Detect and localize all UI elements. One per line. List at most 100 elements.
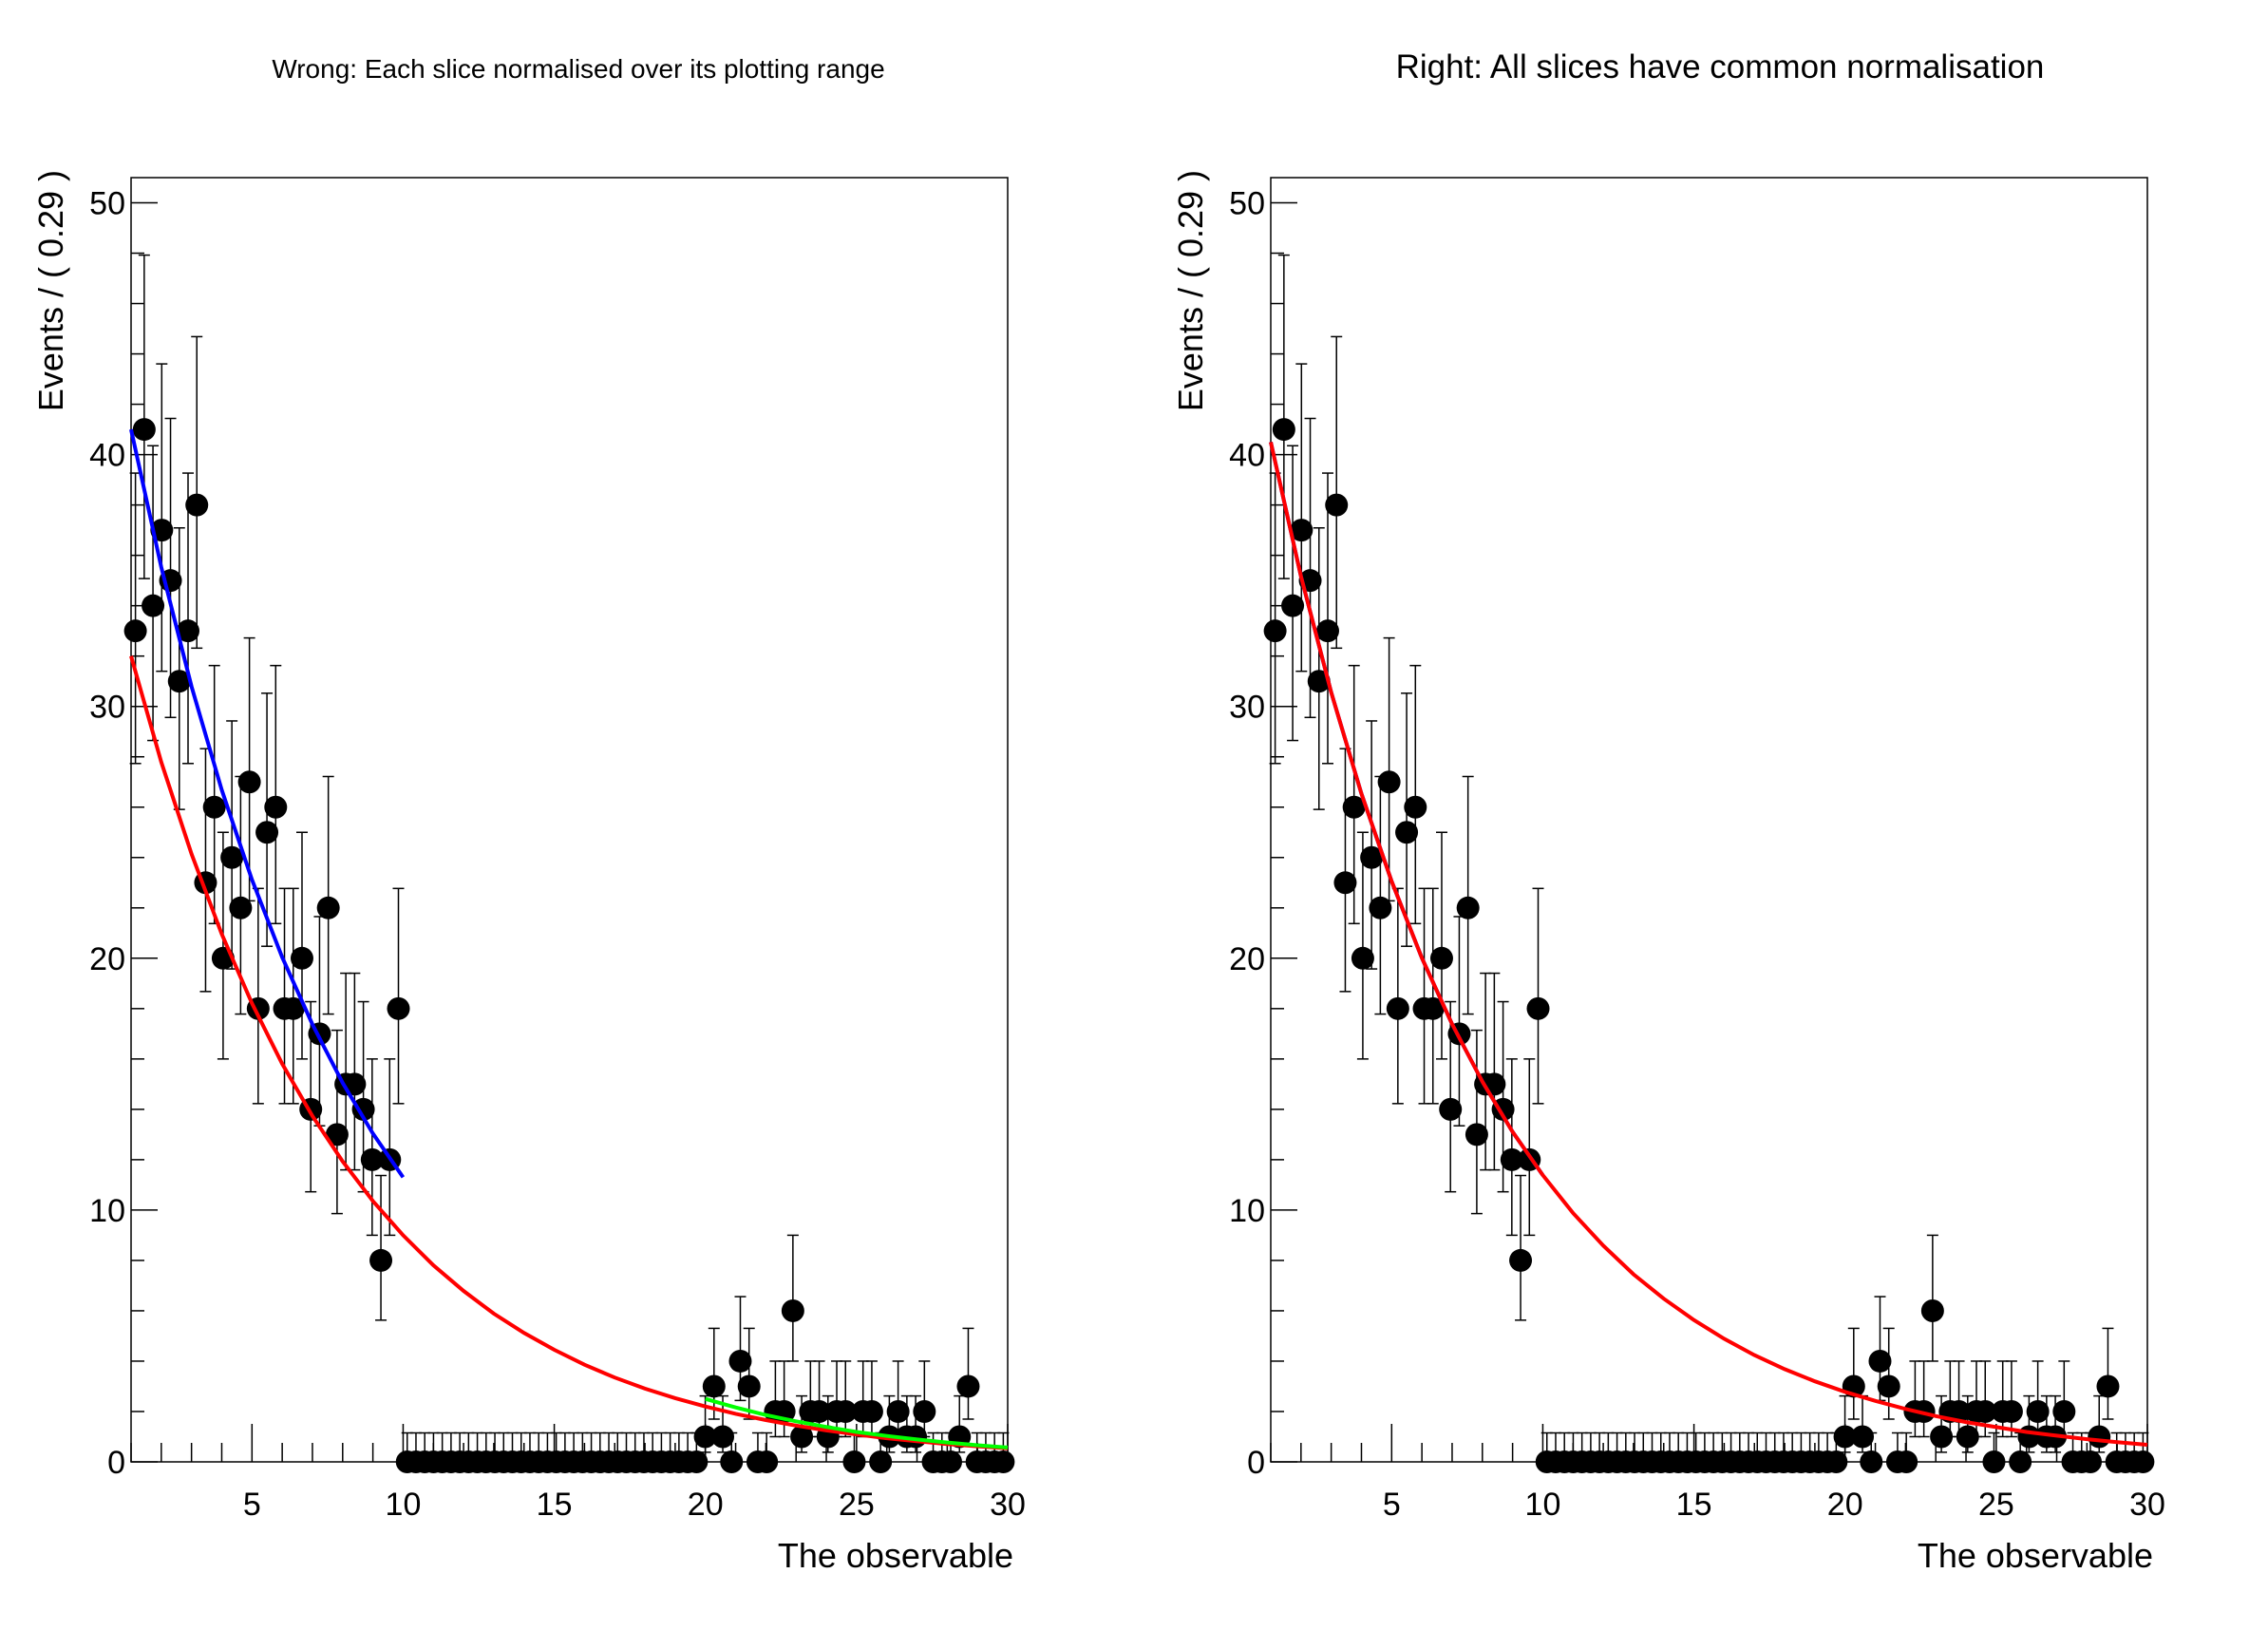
data-point	[281, 996, 305, 1020]
x-axis-title: The observable	[1918, 1536, 2153, 1575]
data-point	[1315, 619, 1339, 643]
error-bar	[1295, 363, 1308, 673]
y-axis-title: Events / ( 0.29 )	[31, 170, 70, 411]
y-tick-label: 0	[1247, 1445, 1265, 1481]
error-bar	[1847, 1327, 1860, 1420]
error-bar	[1435, 831, 1447, 1060]
data-point	[1930, 1425, 1954, 1449]
error-bar	[1953, 1360, 1965, 1438]
y-tick-label: 40	[89, 438, 125, 474]
chart-panel-2: Right: All slices have common normalisat…	[1171, 48, 2165, 1575]
data-point	[2096, 1374, 2120, 1398]
data-point	[387, 996, 410, 1020]
error-bar	[786, 1234, 799, 1362]
data-point	[956, 1374, 980, 1398]
error-bar	[322, 775, 334, 1015]
data-point	[992, 1450, 1015, 1473]
y-tick-label: 50	[89, 186, 125, 222]
data-point	[1500, 1147, 1523, 1171]
data-point	[1272, 418, 1295, 442]
error-bar	[392, 887, 405, 1105]
y-axis-title: Events / ( 0.29 )	[1171, 170, 1210, 411]
data-point	[693, 1425, 717, 1449]
data-point	[860, 1399, 883, 1423]
data-point	[728, 1349, 752, 1373]
data-point	[1833, 1425, 1857, 1449]
error-bar	[831, 1360, 843, 1438]
error-bar	[1304, 417, 1316, 719]
error-bar	[1462, 775, 1474, 1015]
error-bar	[331, 1029, 343, 1215]
error-bar	[1505, 1058, 1518, 1237]
error-bar	[1488, 972, 1501, 1171]
y-tick-label: 20	[1229, 941, 1265, 977]
data-point	[1421, 996, 1445, 1020]
error-bar	[1909, 1360, 1921, 1438]
y-tick-label: 40	[1229, 438, 1265, 474]
data-point	[1360, 845, 1384, 869]
error-bar	[1926, 1234, 1938, 1362]
error-bar	[1374, 775, 1387, 1015]
error-bar	[1427, 887, 1439, 1105]
error-bar	[181, 472, 194, 765]
y-tick-label: 10	[1229, 1193, 1265, 1229]
fit-curve	[705, 1396, 1009, 1450]
data-points	[123, 254, 1015, 1473]
data-point	[1999, 1399, 2023, 1423]
error-bar	[313, 916, 326, 1127]
data-point	[1263, 619, 1287, 643]
data-point	[702, 1374, 726, 1398]
data-point	[2052, 1399, 2076, 1423]
data-point	[369, 1248, 393, 1272]
data-point	[360, 1147, 384, 1171]
error-bar	[191, 335, 203, 650]
plot-frame	[1270, 177, 2148, 1463]
error-bar	[164, 417, 177, 719]
error-bar	[892, 1360, 904, 1438]
error-bar	[199, 748, 212, 993]
error-bar	[1453, 916, 1465, 1127]
data-point	[1369, 896, 1392, 919]
error-bar	[1401, 692, 1413, 947]
data-point	[255, 821, 279, 844]
data-point	[185, 493, 209, 517]
error-bar	[1523, 1058, 1536, 1237]
error-bar	[1348, 664, 1360, 925]
error-bar	[1383, 636, 1395, 902]
error-bar	[1515, 1174, 1527, 1321]
data-point	[842, 1450, 866, 1473]
data-point	[264, 795, 288, 819]
error-bar	[918, 1360, 931, 1438]
data-point	[1982, 1450, 2006, 1473]
error-bar	[1277, 254, 1290, 579]
error-bar	[2032, 1360, 2044, 1438]
data-point	[755, 1450, 779, 1473]
data-point	[834, 1399, 858, 1423]
data-point	[290, 946, 313, 970]
chart-panel-1: Wrong: Each slice normalised over its pl…	[31, 54, 1026, 1575]
data-point	[1307, 670, 1331, 693]
error-bar	[1409, 664, 1422, 925]
data-point	[1333, 871, 1357, 895]
error-bar	[840, 1360, 852, 1438]
data-point	[807, 1399, 831, 1423]
plot-frame	[130, 177, 1009, 1463]
y-tick-label: 30	[89, 690, 125, 726]
chart-title: Wrong: Each slice normalised over its pl…	[272, 54, 884, 84]
error-bar	[865, 1360, 878, 1438]
data-point	[1351, 946, 1374, 970]
data-point	[1877, 1374, 1900, 1398]
data-point	[1895, 1450, 1918, 1473]
error-bar	[226, 720, 238, 970]
data-point	[123, 619, 147, 643]
x-tick-label: 25	[839, 1487, 875, 1523]
error-bar	[156, 363, 168, 673]
fit-curve	[129, 428, 406, 1179]
error-bar	[1470, 1029, 1483, 1215]
error-bar	[1391, 887, 1404, 1105]
data-point	[1429, 946, 1453, 970]
error-bar	[1532, 887, 1544, 1105]
error-bar	[769, 1360, 782, 1438]
data-point	[1509, 1248, 1533, 1272]
